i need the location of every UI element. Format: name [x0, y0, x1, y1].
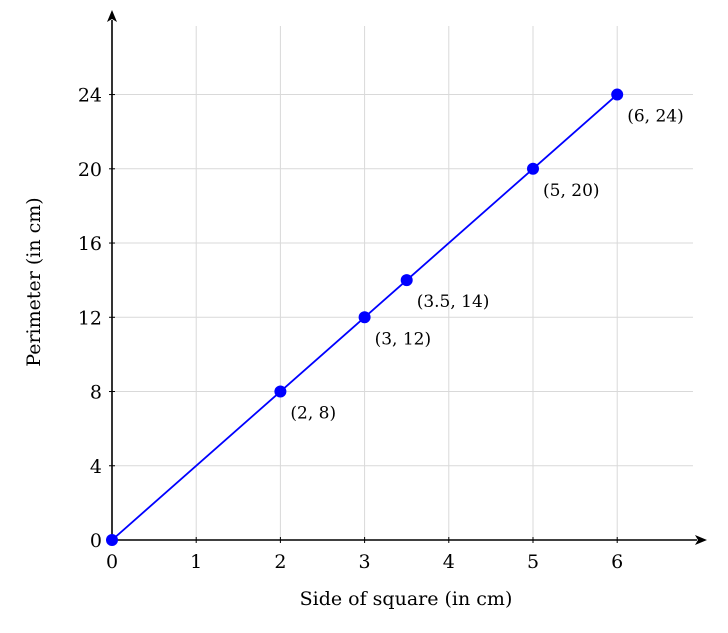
- x-axis-title: Side of square (in cm): [300, 588, 513, 610]
- y-tick-label: 24: [78, 85, 102, 107]
- data-point-label: (2, 8): [290, 404, 336, 424]
- y-axis-title: Perimeter (in cm): [23, 197, 45, 366]
- y-tick-label: 20: [78, 159, 102, 181]
- data-point: [106, 534, 118, 546]
- y-tick-label: 16: [78, 233, 102, 255]
- data-point: [527, 162, 539, 175]
- data-point-label: (3.5, 14): [417, 292, 490, 312]
- x-tick-label: 3: [359, 551, 371, 573]
- x-axis-arrow: [694, 535, 707, 545]
- series-line: [111, 93, 618, 541]
- x-tick-label: 5: [527, 551, 539, 573]
- grid: [112, 26, 693, 540]
- data-point: [400, 274, 413, 287]
- y-axis-arrow: [107, 10, 117, 23]
- axes: [107, 10, 707, 545]
- data-point: [611, 88, 624, 101]
- x-tick-label: 2: [274, 551, 286, 573]
- y-tick-label: 0: [90, 530, 102, 552]
- x-tick-label: 1: [190, 551, 202, 573]
- data-point-label: (6, 24): [627, 107, 684, 127]
- series: (2, 8) (3, 12) (3.5, 14) (5, 20) (6, 24): [106, 88, 684, 546]
- x-tick-label: 0: [106, 551, 118, 573]
- y-tick-label: 8: [90, 382, 102, 404]
- y-tick-label: 4: [90, 456, 102, 478]
- y-tick-label: 12: [78, 307, 102, 329]
- data-point: [358, 311, 371, 324]
- x-tick-label: 4: [443, 551, 455, 573]
- data-point-label: (3, 12): [375, 329, 432, 349]
- data-point-label: (5, 20): [543, 181, 600, 201]
- x-tick-label: 6: [611, 551, 623, 573]
- data-point: [274, 385, 287, 398]
